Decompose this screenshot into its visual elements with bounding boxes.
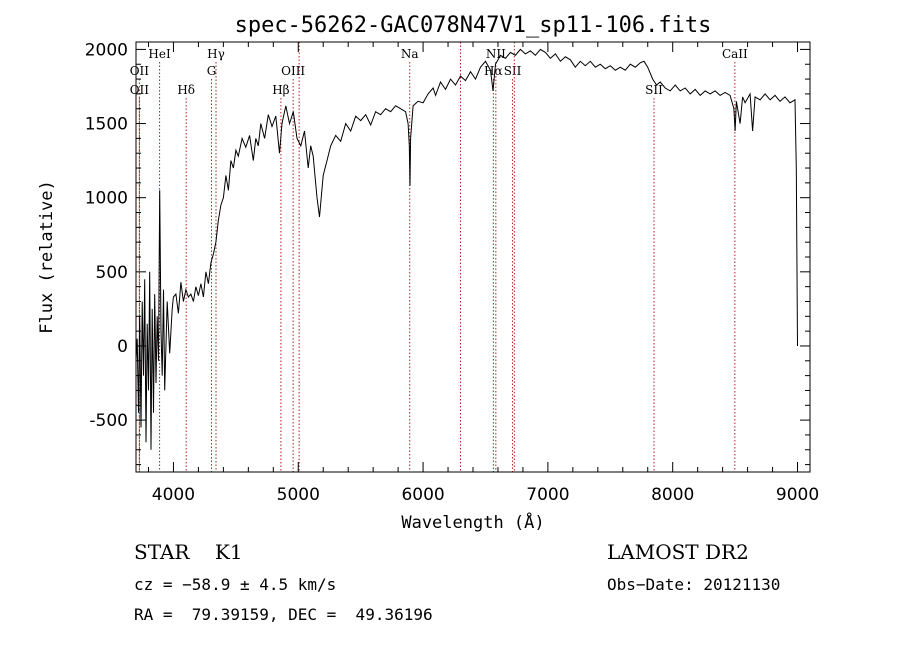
x-tick-label: 5000 — [277, 485, 320, 505]
y-tick-label: 500 — [96, 263, 128, 283]
x-tick-label: 4000 — [152, 485, 195, 505]
x-tick-label: 8000 — [651, 485, 694, 505]
spectral-line-label: OII — [130, 64, 150, 78]
spectrum-series-line — [135, 48, 798, 450]
survey-name: LAMOST DR2 — [607, 540, 749, 564]
spectral-line-label: Hδ — [177, 83, 195, 97]
spectral-line-label: CaII — [722, 47, 748, 61]
object-class: STAR K1 — [134, 540, 243, 564]
y-tick-label: 0 — [117, 337, 128, 357]
redshift-text: cz = −58.9 ± 4.5 km/s — [134, 575, 337, 594]
chart-title: spec-56262-GAC078N47V1_sp11-106.fits — [235, 13, 712, 38]
y-axis-label: Flux (relative) — [37, 180, 57, 334]
spectral-line-label: SII — [645, 83, 663, 97]
spectral-line-label: Na — [401, 47, 419, 61]
plot-frame — [135, 41, 811, 473]
ra-dec: RA = 79.39159, DEC = 49.36196 — [134, 605, 433, 624]
spectral-line-label: OIII — [281, 64, 305, 78]
spectral-line-label: Hα — [484, 64, 503, 78]
y-tick-label: 1500 — [85, 115, 128, 135]
x-tick-label: 6000 — [401, 485, 444, 505]
spectral-line-label: G — [207, 64, 217, 78]
y-tick-label: -500 — [89, 411, 128, 431]
obs-date: Obs−Date: 20121130 — [607, 575, 781, 594]
spectral-line-label: SII — [504, 64, 522, 78]
spectral-line-label: NII — [486, 47, 506, 61]
x-tick-label: 9000 — [776, 485, 819, 505]
y-tick-label: 2000 — [85, 40, 128, 60]
x-axis-label: Wavelength (Å) — [401, 511, 544, 533]
y-tick-label: 1000 — [85, 189, 128, 209]
x-tick-label: 7000 — [526, 485, 569, 505]
spectral-line-label: HeI — [148, 47, 171, 61]
spectral-line-label: Hγ — [207, 47, 225, 61]
spectral-line-label: Hβ — [272, 83, 289, 97]
